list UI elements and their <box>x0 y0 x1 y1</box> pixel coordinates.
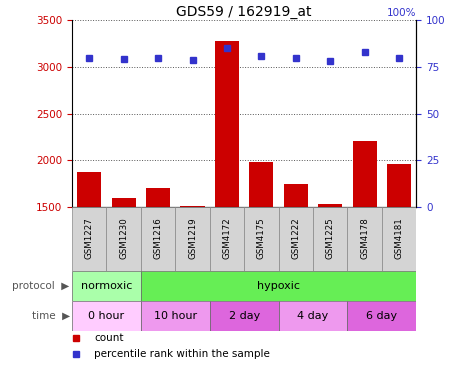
Bar <box>347 207 382 271</box>
Bar <box>72 271 141 301</box>
Bar <box>284 184 308 207</box>
Bar <box>347 301 416 331</box>
Bar <box>72 301 141 331</box>
Text: percentile rank within the sample: percentile rank within the sample <box>94 349 270 359</box>
Text: 10 hour: 10 hour <box>154 311 197 321</box>
Bar <box>141 271 416 301</box>
Text: 6 day: 6 day <box>366 311 397 321</box>
Bar <box>279 207 313 271</box>
Text: 0 hour: 0 hour <box>88 311 125 321</box>
Bar <box>180 206 205 207</box>
Text: normoxic: normoxic <box>81 281 132 291</box>
Text: GSM4175: GSM4175 <box>257 217 266 259</box>
Text: GSM1230: GSM1230 <box>119 217 128 259</box>
Bar <box>352 141 377 207</box>
Bar <box>175 207 210 271</box>
Bar <box>112 198 136 207</box>
Text: GSM4178: GSM4178 <box>360 217 369 259</box>
Bar <box>141 301 210 331</box>
Bar <box>210 301 279 331</box>
Text: GSM1227: GSM1227 <box>85 217 94 259</box>
Bar <box>77 172 101 207</box>
Bar <box>106 207 141 271</box>
Text: count: count <box>94 333 124 343</box>
Text: 100%: 100% <box>387 8 416 18</box>
Text: GSM1219: GSM1219 <box>188 217 197 259</box>
Text: GSM4181: GSM4181 <box>394 217 404 259</box>
Text: GSM4172: GSM4172 <box>222 217 232 259</box>
Bar <box>387 164 411 207</box>
Bar <box>215 41 239 207</box>
Bar <box>382 207 416 271</box>
Text: hypoxic: hypoxic <box>257 281 300 291</box>
Bar <box>313 207 347 271</box>
Text: 2 day: 2 day <box>228 311 260 321</box>
Bar <box>72 207 106 271</box>
Bar <box>210 207 244 271</box>
Text: GSM1216: GSM1216 <box>153 217 163 259</box>
Bar <box>249 162 273 207</box>
Text: protocol  ▶: protocol ▶ <box>13 281 70 291</box>
Bar <box>244 207 279 271</box>
Text: 4 day: 4 day <box>297 311 329 321</box>
Bar <box>146 188 170 207</box>
Bar <box>318 204 342 207</box>
Bar <box>141 207 175 271</box>
Text: GSM1222: GSM1222 <box>291 217 300 259</box>
Bar <box>279 301 347 331</box>
Title: GDS59 / 162919_at: GDS59 / 162919_at <box>176 5 312 19</box>
Text: GSM1225: GSM1225 <box>326 217 335 259</box>
Text: time  ▶: time ▶ <box>32 311 70 321</box>
